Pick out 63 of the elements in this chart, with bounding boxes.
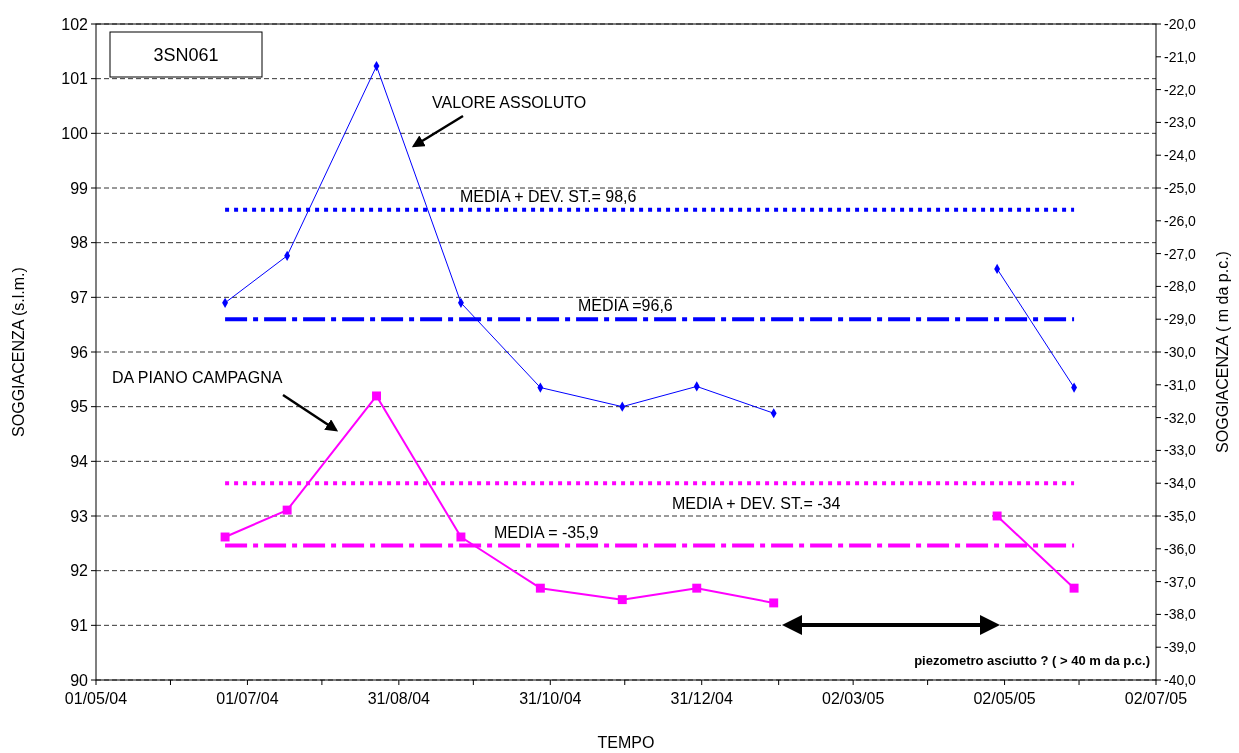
y-axis-title: SOGGIACENZA (s.l.m.) <box>10 267 27 437</box>
text: 3SN061 <box>153 45 219 66</box>
y-tick-label: 96 <box>70 343 89 361</box>
x-tick-label: 31/12/04 <box>670 690 733 707</box>
y2-tick-label: -27,0 <box>1164 245 1197 262</box>
y-tick-label: 98 <box>70 234 89 252</box>
y2-tick-label: -22,0 <box>1164 81 1197 98</box>
point <box>220 532 230 542</box>
y2-axis-title: SOGGIACENZA ( m da p.c.) <box>1214 251 1231 453</box>
y-tick-label: 101 <box>61 70 89 88</box>
y2-tick-label: -34,0 <box>1164 475 1197 492</box>
y2-tick-label: -23,0 <box>1164 114 1197 131</box>
y2-tick-label: -26,0 <box>1164 212 1197 229</box>
point <box>692 583 702 593</box>
y2-tick-label: -31,0 <box>1164 376 1197 393</box>
point <box>535 583 545 593</box>
y-tick-label: 91 <box>70 616 89 634</box>
x-tick-label: 31/10/04 <box>519 690 582 707</box>
y2-tick-label: -33,0 <box>1164 442 1197 459</box>
ref-line-label: MEDIA = -35,9 <box>494 523 599 541</box>
y2-tick-label: -36,0 <box>1164 540 1197 557</box>
x-axis-title: TEMPO <box>597 734 655 751</box>
y-tick-label: 94 <box>70 452 89 470</box>
x-tick-label: 02/05/05 <box>973 690 1036 707</box>
y-tick-label: 100 <box>61 124 89 142</box>
y-tick-label: 95 <box>70 398 89 416</box>
y2-tick-label: -38,0 <box>1164 606 1197 623</box>
y-tick-label: 92 <box>70 562 89 580</box>
ref-line-label: MEDIA + DEV. ST.= -34 <box>672 495 841 513</box>
y2-tick-label: -30,0 <box>1164 343 1197 360</box>
y2-tick-label: -24,0 <box>1164 147 1197 164</box>
text: DA PIANO CAMPAGNA <box>112 369 283 386</box>
ref-line-label: MEDIA + DEV. ST.= 98,6 <box>460 187 637 205</box>
point <box>282 505 292 515</box>
point <box>372 391 381 401</box>
y2-tick-label: -25,0 <box>1164 179 1197 196</box>
y-tick-label: 102 <box>61 15 89 33</box>
y-tick-label: 97 <box>70 288 89 306</box>
y-tick-label: 93 <box>70 507 89 525</box>
y2-tick-label: -37,0 <box>1164 573 1197 590</box>
y2-tick-label: -40,0 <box>1164 671 1197 688</box>
x-tick-label: 02/07/05 <box>1124 690 1188 707</box>
y2-tick-label: -35,0 <box>1164 507 1197 524</box>
point <box>769 598 779 608</box>
text: VALORE ASSOLUTO <box>432 94 587 111</box>
ref-line-label: MEDIA =96,6 <box>578 297 673 315</box>
point <box>456 532 466 542</box>
y2-tick-label: -32,0 <box>1164 409 1197 426</box>
point <box>617 595 627 605</box>
y2-tick-label: -21,0 <box>1164 48 1197 65</box>
y2-tick-label: -39,0 <box>1164 639 1197 656</box>
x-tick-label: 31/08/04 <box>367 690 431 707</box>
y-tick-label: 90 <box>70 671 89 689</box>
x-tick-label: 01/07/04 <box>216 690 279 707</box>
y2-tick-label: -20,0 <box>1164 15 1197 32</box>
y-tick-label: 99 <box>70 179 89 197</box>
point <box>992 511 1002 521</box>
x-tick-label: 01/05/04 <box>64 690 128 707</box>
y2-tick-label: -28,0 <box>1164 278 1197 295</box>
y2-tick-label: -29,0 <box>1164 311 1197 328</box>
x-tick-label: 02/03/05 <box>822 690 885 707</box>
annotation: piezometro asciutto ? ( > 40 m da p.c.) <box>914 653 1150 668</box>
point <box>1069 583 1079 593</box>
